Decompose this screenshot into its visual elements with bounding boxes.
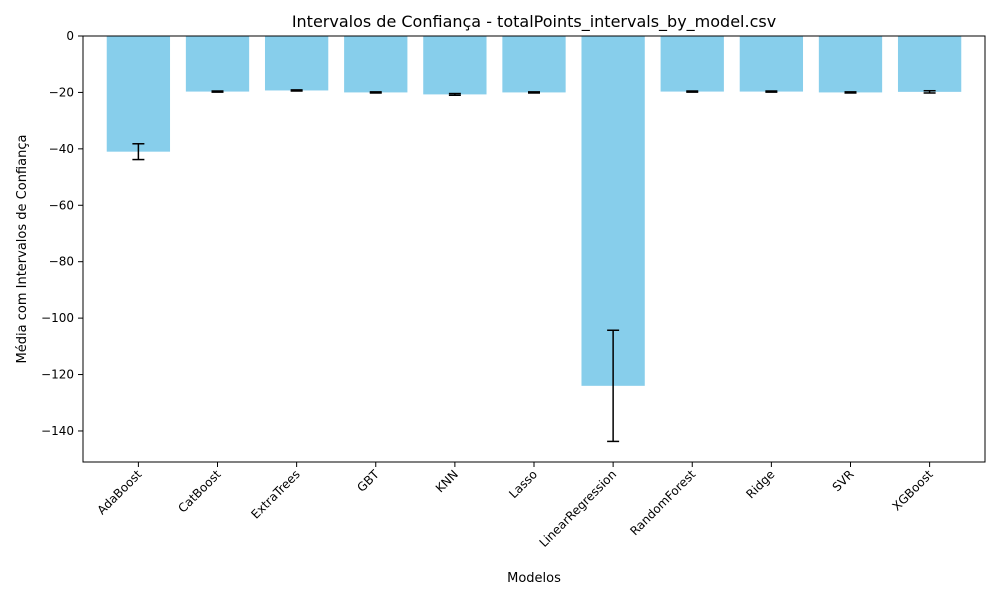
y-tick-label: −80 [49, 255, 74, 269]
error-bars [132, 89, 936, 443]
x-tick-label: ExtraTrees [248, 467, 302, 521]
error-bar-gbt [369, 91, 382, 94]
error-bar-adaboost [132, 143, 145, 161]
y-tick-label: −100 [41, 311, 74, 325]
y-tick-label: −40 [49, 142, 74, 156]
y-axis-label: Média com Intervalos de Confiança [15, 135, 30, 364]
x-axis: AdaBoost CatBoost ExtraTrees GBT KNN LassoLin… [94, 462, 936, 550]
y-tick-label: −60 [49, 198, 74, 212]
x-tick-label: Lasso [506, 467, 540, 501]
error-bar-catboost [211, 90, 224, 93]
x-tick-label: SVR [830, 467, 857, 494]
plot-frame [82, 35, 986, 463]
bar-svr [818, 36, 883, 93]
x-tick-label: Ridge [743, 467, 777, 501]
x-tick-label: CatBoost [175, 467, 224, 516]
bar-gbt [344, 36, 408, 93]
bar-knn [423, 36, 487, 95]
error-bar-ridge [765, 90, 778, 93]
chart-title: Intervalos de Confiança - totalPoints_in… [292, 12, 776, 32]
x-tick-label: XGBoost [889, 467, 935, 513]
bar-lasso [502, 36, 566, 93]
x-axis-label: Modelos [507, 571, 561, 586]
x-tick-label: RandomForest [627, 467, 698, 538]
error-bar-knn [448, 92, 461, 96]
x-tick-label: GBT [354, 467, 382, 495]
error-bar-linearregression [607, 329, 620, 443]
x-tick-label: LinearRegression [537, 467, 620, 550]
bar-adaboost [106, 36, 171, 152]
y-tick-label: −120 [41, 368, 74, 382]
error-bar-lasso [528, 91, 540, 94]
x-tick-label: KNN [433, 467, 461, 495]
bar-randomforest [660, 36, 724, 92]
bar-xgboost [897, 36, 962, 92]
bar-ridge [739, 36, 804, 92]
bar-catboost [185, 36, 250, 92]
error-bar-randomforest [686, 90, 699, 93]
y-tick-label: −20 [49, 85, 74, 99]
error-bar-svr [844, 91, 857, 94]
bars [106, 36, 962, 386]
y-tick-label: −140 [41, 424, 74, 438]
error-bar-extratrees [290, 89, 303, 92]
error-bar-xgboost [923, 89, 936, 94]
bar-linearregression [581, 36, 645, 386]
y-tick-label: 0 [66, 29, 74, 43]
x-tick-label: AdaBoost [94, 467, 144, 517]
y-axis: 0 −20 −40 −60 −80 −100 −120 −140 [41, 29, 83, 438]
bar-extratrees [264, 36, 329, 91]
